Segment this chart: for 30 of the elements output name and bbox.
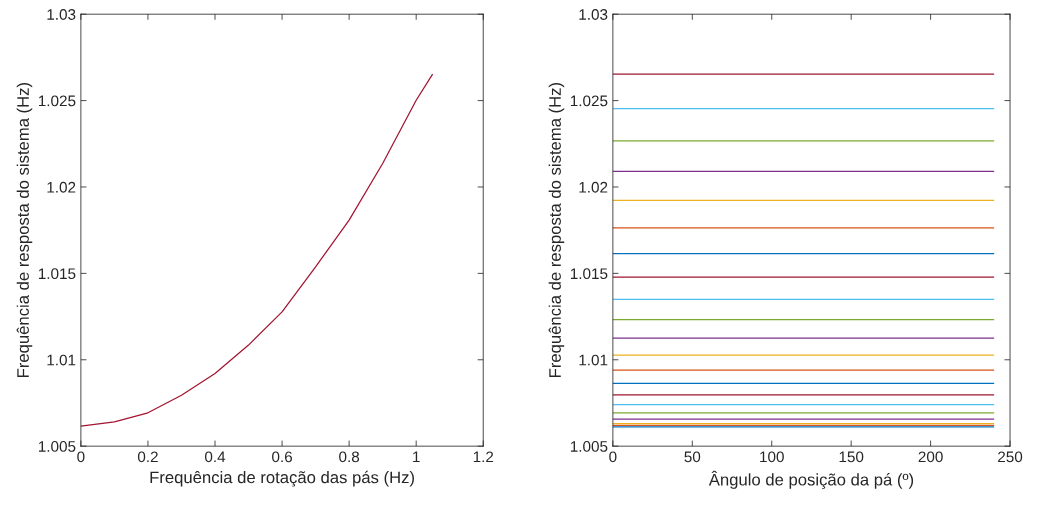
- y-tick-label: 1.03: [47, 9, 76, 20]
- y-tick-label: 1.02: [47, 181, 76, 193]
- x-tick-label: 0.8: [339, 451, 360, 463]
- y-tick-label: 1.015: [570, 268, 608, 280]
- y-tick-label: 1.01: [47, 354, 76, 366]
- x-tick-label: 1.2: [473, 451, 494, 463]
- x-tick-label: 0.6: [272, 451, 293, 463]
- line-series: [80, 73, 434, 427]
- y-tick-label: 1.015: [38, 268, 76, 280]
- x-tick-label: 0: [609, 451, 617, 463]
- x-tick-label: 250: [998, 451, 1023, 463]
- y-tick-label: 1.03: [579, 9, 608, 20]
- x-axis-title: Ângulo de posição da pá (º): [708, 470, 914, 489]
- y-axis-title: Frequência de resposta do sistema (Hz): [548, 82, 565, 378]
- y-tick-label: 1.005: [38, 441, 76, 452]
- y-tick-label: 1.025: [38, 95, 76, 107]
- x-axis-title: Frequência de rotação das pás (Hz): [150, 470, 414, 487]
- y-tick-label: 1.01: [579, 354, 608, 366]
- y-tick-label: 1.025: [570, 95, 608, 107]
- x-tick-label: 0: [77, 451, 85, 463]
- x-tick-label: 100: [760, 451, 784, 463]
- x-tick-label: 50: [684, 451, 701, 463]
- y-tick-label: 1.02: [579, 181, 608, 193]
- x-tick-label: 1: [413, 451, 420, 463]
- x-tick-label: 0.2: [137, 451, 158, 463]
- y-tick-label: 1.005: [570, 441, 608, 452]
- x-tick-label: 0.4: [204, 451, 226, 463]
- y-axis-title: Frequência de resposta do sistema (Hz): [16, 82, 33, 378]
- x-tick-label: 150: [839, 451, 864, 463]
- x-tick-label: 200: [918, 451, 943, 463]
